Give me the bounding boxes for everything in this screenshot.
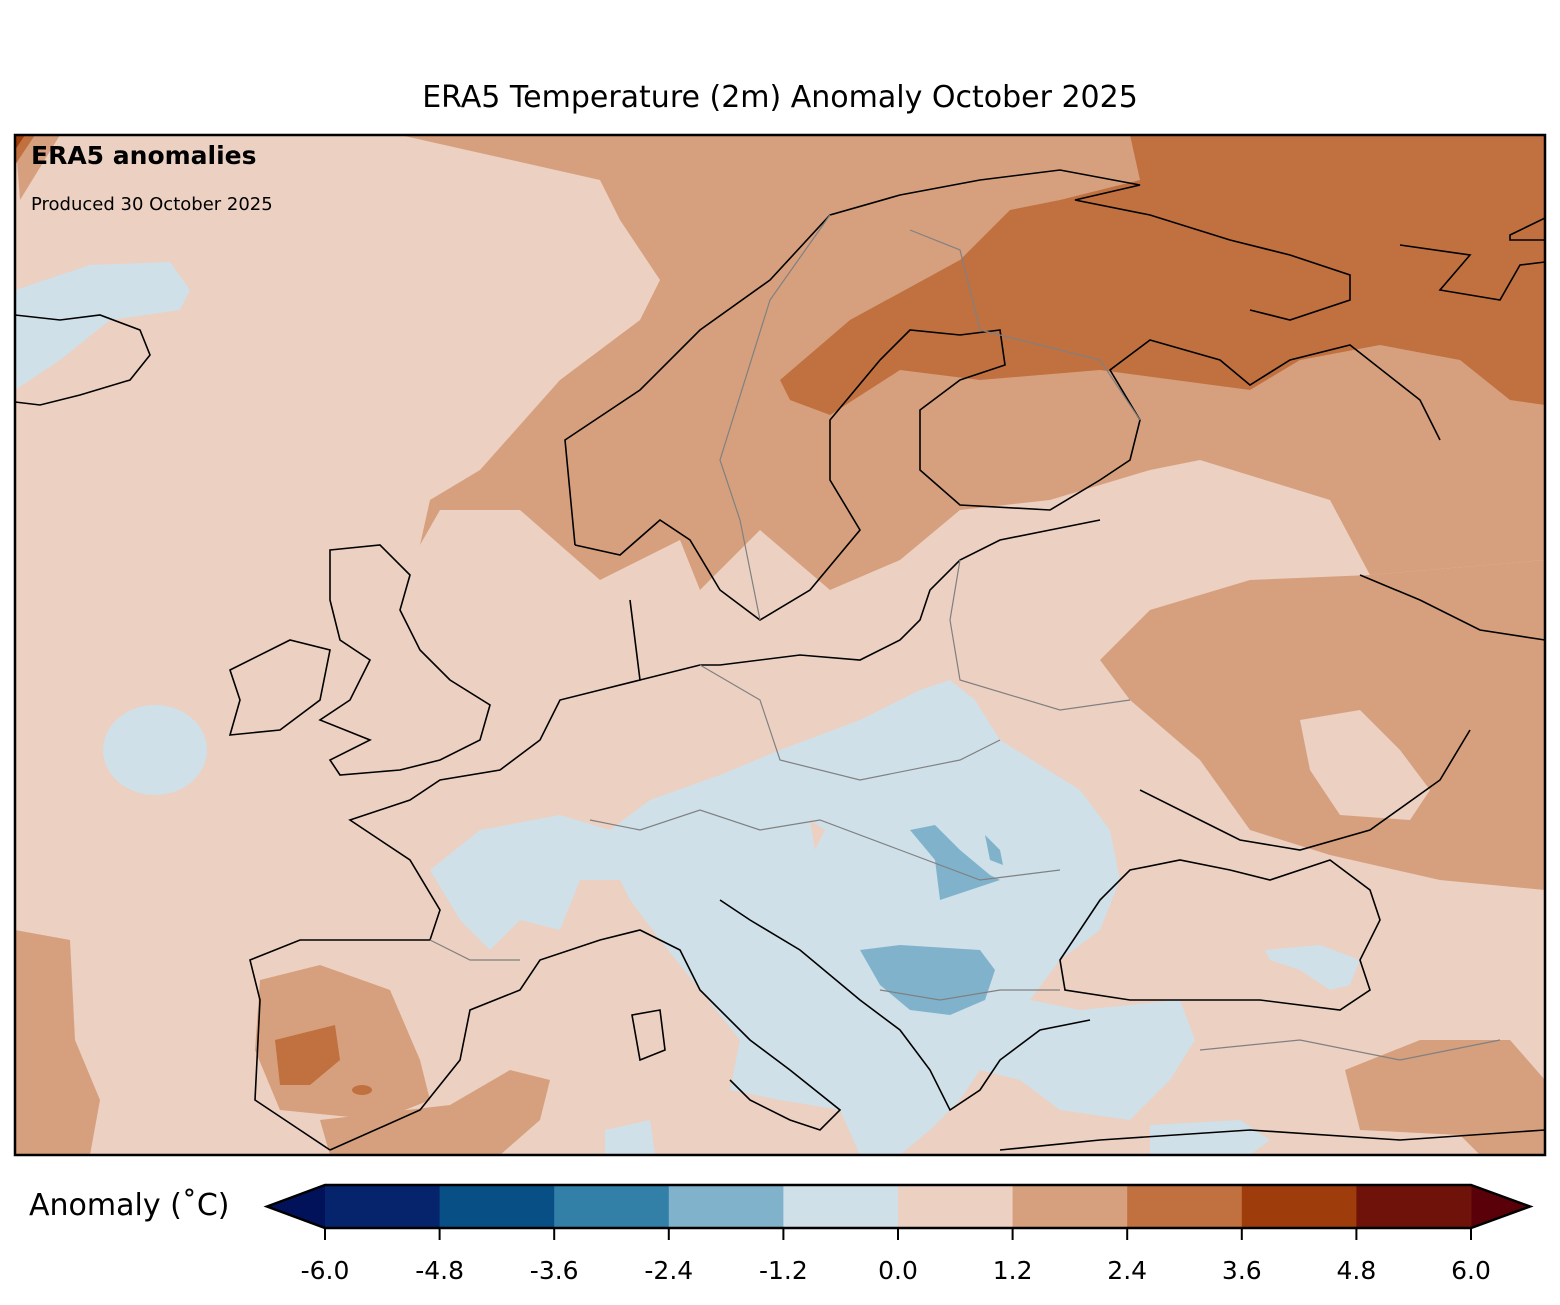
colorbar-segment	[1356, 1185, 1472, 1228]
colorbar-tick-label: 2.4	[1107, 1256, 1148, 1285]
colorbar-label: Anomaly (˚C)	[29, 1188, 230, 1223]
colorbar-tick-label: 4.8	[1336, 1256, 1377, 1285]
colorbar-segment	[554, 1185, 670, 1228]
colorbar-extend-high	[1471, 1185, 1530, 1228]
coastlines	[15, 169, 1545, 1151]
country-borders	[429, 214, 1501, 1061]
colorbar-tick-label: -3.6	[529, 1256, 579, 1285]
colorbar	[263, 1183, 1534, 1240]
anomaly-field-minus1.2-0	[15, 262, 1360, 1155]
colorbar-tick-label: 3.6	[1221, 1256, 1262, 1285]
colorbar-extend-low	[267, 1185, 325, 1228]
colorbar-tick-label: -1.2	[759, 1256, 808, 1285]
colorbar-segment	[325, 1185, 441, 1228]
chart-title: ERA5 Temperature (2m) Anomaly October 20…	[422, 80, 1138, 115]
colorbar-segment	[1241, 1185, 1357, 1228]
colorbar-tick-label: 6.0	[1451, 1256, 1491, 1285]
colorbar-segment	[439, 1185, 555, 1228]
annotation-produced-date: Produced 30 October 2025	[31, 194, 273, 215]
colorbar-segment	[1012, 1185, 1128, 1228]
colorbar-segment	[783, 1185, 899, 1228]
colorbar-segment	[668, 1185, 784, 1228]
colorbar-segment	[1127, 1185, 1243, 1228]
colorbar-tick-label: 0.0	[878, 1256, 918, 1285]
colorbar-tick-label: -6.0	[300, 1256, 350, 1285]
anomaly-field-minus2.4-minus1.2	[860, 825, 1003, 1015]
annotation-heading: ERA5 anomalies	[31, 141, 257, 170]
colorbar-tick-label: 1.2	[992, 1256, 1033, 1285]
colorbar-tick-label: -4.8	[415, 1256, 464, 1285]
colorbar-tick-label: -2.4	[644, 1256, 694, 1285]
colorbar-segment	[898, 1185, 1014, 1228]
map-frame	[13, 133, 1547, 1157]
